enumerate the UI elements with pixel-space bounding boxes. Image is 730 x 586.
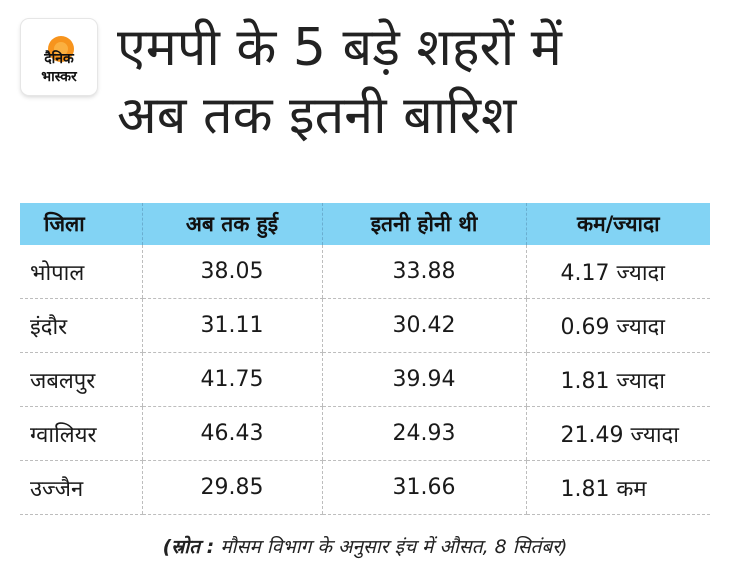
- sun-core-icon: [54, 42, 68, 56]
- dainik-bhaskar-logo: दैनिक भास्कर: [21, 19, 97, 95]
- column-header-difference: कम/ज्यादा: [525, 203, 710, 245]
- cell-expected: 31.66: [321, 460, 526, 515]
- table-row: ग्वालियर 46.43 24.93 21.49 ज्यादा: [20, 406, 710, 461]
- cell-difference: 21.49 ज्यादा: [525, 406, 710, 461]
- cell-so-far: 29.85: [141, 460, 322, 515]
- logo-line1: दैनिक: [43, 50, 75, 67]
- cell-expected: 30.42: [321, 298, 526, 353]
- cell-difference: 0.69 ज्यादा: [525, 298, 710, 353]
- cell-difference: 1.81 कम: [525, 460, 710, 515]
- cell-expected: 24.93: [321, 406, 526, 461]
- logo-line2: भास्कर: [41, 69, 78, 85]
- cell-district: उज्जैन: [20, 460, 142, 515]
- source-text: मौसम विभाग के अनुसार इंच में औसत, 8 सितं…: [214, 536, 568, 558]
- column-header-so-far: अब तक हुई: [141, 203, 322, 245]
- column-header-district: जिला: [20, 203, 142, 245]
- column-header-expected: इतनी होनी थी: [321, 203, 526, 245]
- title-line1: एमपी के 5 बड़े शहरों में: [117, 18, 562, 78]
- table-header-row: जिला अब तक हुई इतनी होनी थी कम/ज्यादा: [20, 203, 710, 245]
- table-row: उज्जैन 29.85 31.66 1.81 कम: [20, 460, 710, 515]
- title-line2: अब तक इतनी बारिश: [117, 86, 517, 146]
- cell-difference: 1.81 ज्यादा: [525, 352, 710, 407]
- cell-difference: 4.17 ज्यादा: [525, 245, 710, 299]
- table-header: जिला अब तक हुई इतनी होनी थी कम/ज्यादा: [20, 203, 710, 245]
- rainfall-table: जिला अब तक हुई इतनी होनी थी कम/ज्यादा भो…: [20, 203, 710, 515]
- page-title: एमपी के 5 बड़े शहरों में अब तक इतनी बारि…: [117, 14, 717, 150]
- table-row: जबलपुर 41.75 39.94 1.81 ज्यादा: [20, 352, 710, 407]
- cell-district: जबलपुर: [20, 352, 142, 407]
- logo-graphic: दैनिक भास्कर: [41, 36, 78, 85]
- table-body: भोपाल 38.05 33.88 4.17 ज्यादा इंदौर 31.1…: [20, 245, 710, 515]
- cell-so-far: 38.05: [141, 245, 322, 299]
- source-note: (स्रोत : मौसम विभाग के अनुसार इंच में औस…: [0, 533, 730, 559]
- table-row: भोपाल 38.05 33.88 4.17 ज्यादा: [20, 245, 710, 299]
- cell-expected: 39.94: [321, 352, 526, 407]
- cell-so-far: 31.11: [141, 298, 322, 353]
- table-row: इंदौर 31.11 30.42 0.69 ज्यादा: [20, 298, 710, 353]
- cell-expected: 33.88: [321, 245, 526, 299]
- source-label: (स्रोत :: [162, 536, 215, 558]
- cell-district: ग्वालियर: [20, 406, 142, 461]
- cell-so-far: 41.75: [141, 352, 322, 407]
- cell-district: भोपाल: [20, 245, 142, 299]
- rainfall-table-container: जिला अब तक हुई इतनी होनी थी कम/ज्यादा भो…: [20, 203, 710, 515]
- cell-so-far: 46.43: [141, 406, 322, 461]
- cell-district: इंदौर: [20, 298, 142, 353]
